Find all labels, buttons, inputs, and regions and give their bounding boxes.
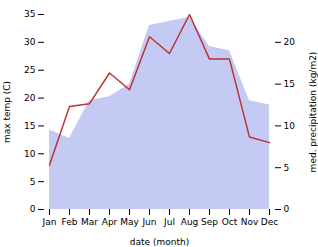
- svg-text:Dec: Dec: [261, 217, 278, 227]
- svg-text:15: 15: [24, 121, 35, 131]
- svg-text:Oct: Oct: [222, 217, 238, 227]
- svg-text:date (month): date (month): [130, 237, 189, 247]
- svg-text:20: 20: [24, 93, 36, 103]
- svg-text:Jan: Jan: [42, 217, 57, 227]
- svg-text:20: 20: [284, 37, 296, 47]
- svg-text:Mar: Mar: [81, 217, 98, 227]
- svg-text:Apr: Apr: [102, 217, 118, 227]
- svg-text:15: 15: [284, 79, 295, 89]
- svg-text:med. precipitation (kg/m2): med. precipitation (kg/m2): [308, 52, 318, 173]
- svg-text:5: 5: [284, 163, 290, 173]
- svg-text:5: 5: [30, 177, 36, 187]
- svg-text:max temp (C): max temp (C): [2, 81, 12, 143]
- svg-text:Jun: Jun: [141, 217, 156, 227]
- svg-text:Aug: Aug: [181, 217, 199, 227]
- svg-text:Jul: Jul: [163, 217, 175, 227]
- svg-text:0: 0: [30, 204, 36, 214]
- svg-text:May: May: [120, 217, 139, 227]
- svg-text:25: 25: [24, 65, 35, 75]
- svg-text:0: 0: [284, 204, 290, 214]
- svg-text:30: 30: [24, 37, 36, 47]
- svg-text:Feb: Feb: [62, 217, 78, 227]
- svg-text:Sep: Sep: [201, 217, 218, 227]
- svg-text:35: 35: [24, 9, 35, 19]
- svg-text:Nov: Nov: [241, 217, 259, 227]
- svg-text:10: 10: [24, 149, 36, 159]
- svg-text:10: 10: [284, 121, 296, 131]
